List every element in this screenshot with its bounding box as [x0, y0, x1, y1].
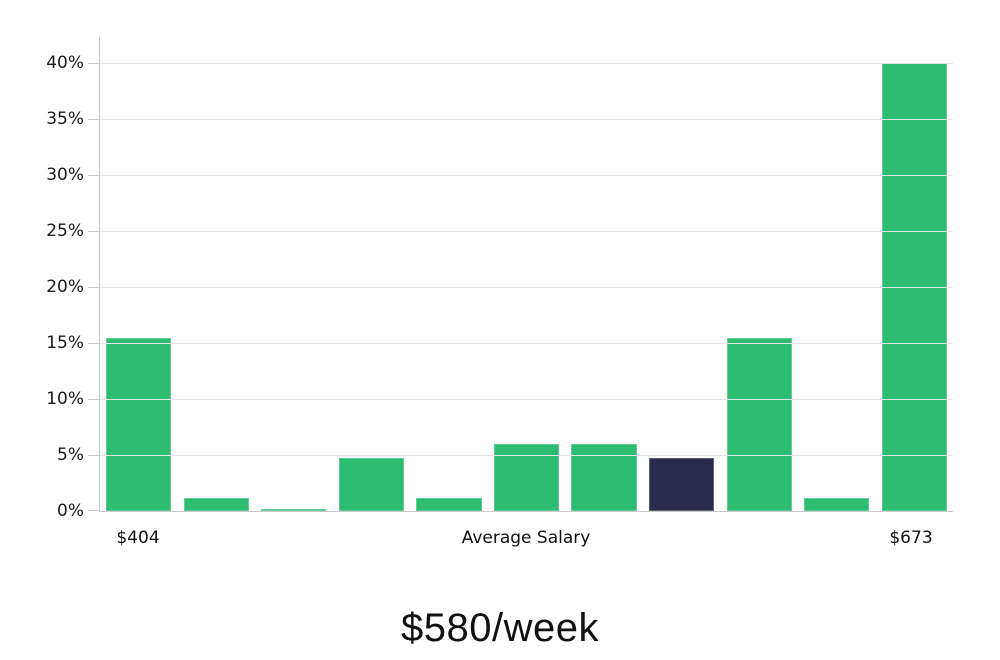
gridline	[100, 231, 953, 232]
bars-container	[100, 37, 953, 511]
x-axis-title: Average Salary	[461, 528, 591, 548]
bar-slot	[488, 37, 566, 511]
y-tick-mark	[88, 343, 99, 344]
y-tick-mark	[88, 119, 99, 120]
x-tick-label-max: $673	[889, 528, 933, 548]
gridline	[100, 63, 953, 64]
gridline	[100, 175, 953, 176]
bar[interactable]	[261, 509, 327, 511]
y-tick-label: 35%	[46, 109, 84, 129]
bar[interactable]	[804, 498, 870, 511]
plot-area: 0% 5% 10% 15% 20% 25% 30% 35% 40%	[46, 37, 953, 521]
bar-slot	[333, 37, 411, 511]
y-tick-label: 5%	[57, 445, 84, 465]
bar-slot	[798, 37, 876, 511]
y-tick-mark	[88, 455, 99, 456]
gridline	[100, 119, 953, 120]
y-tick-label: 40%	[46, 53, 84, 73]
y-tick-label: 15%	[46, 333, 84, 353]
y-tick-label: 25%	[46, 221, 84, 241]
x-tick-label-min: $404	[116, 528, 160, 548]
chart-caption: $580/week	[401, 606, 599, 650]
bar-slot	[178, 37, 256, 511]
bar[interactable]	[106, 338, 172, 511]
y-tick-label: 10%	[46, 389, 84, 409]
gridline	[100, 399, 953, 400]
bar[interactable]	[416, 498, 482, 511]
bar-slot	[875, 37, 953, 511]
bar[interactable]	[726, 338, 792, 511]
bar-slot	[565, 37, 643, 511]
gridline	[100, 287, 953, 288]
gridline	[100, 343, 953, 344]
bar-slot	[100, 37, 178, 511]
bar-highlighted[interactable]	[649, 458, 715, 511]
bar-slot	[255, 37, 333, 511]
y-tick-label: 30%	[46, 165, 84, 185]
bar[interactable]	[338, 458, 404, 511]
gridline	[100, 455, 953, 456]
y-tick-label: 0%	[57, 501, 84, 521]
bar[interactable]	[183, 498, 249, 511]
y-tick-mark	[88, 231, 99, 232]
y-tick-mark	[88, 287, 99, 288]
bar-slot	[643, 37, 721, 511]
y-tick-mark	[88, 510, 99, 511]
y-tick-mark	[88, 399, 99, 400]
y-tick-mark	[88, 175, 99, 176]
y-tick-label: 20%	[46, 277, 84, 297]
y-tick-mark	[88, 63, 99, 64]
bar-slot	[720, 37, 798, 511]
bar-slot	[410, 37, 488, 511]
